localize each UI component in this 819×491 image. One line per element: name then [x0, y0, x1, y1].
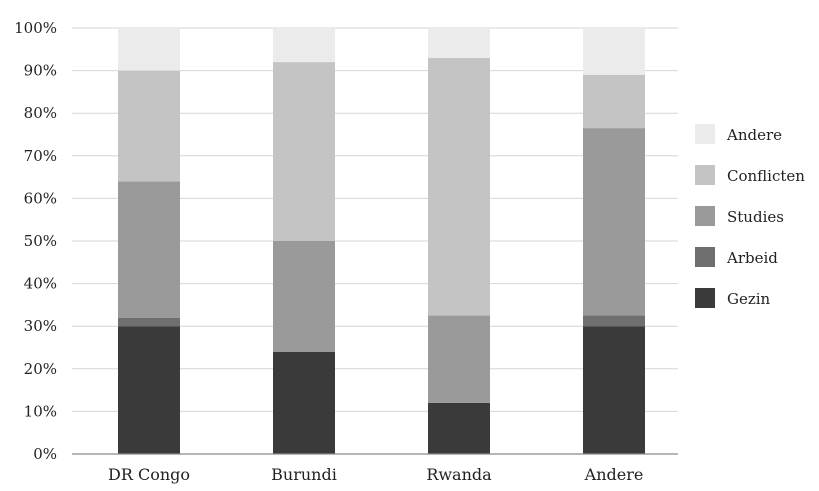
bar-segment-andere-dr-congo	[118, 28, 180, 71]
legend-swatch-andere	[695, 124, 715, 144]
y-tick-label: 60%	[24, 189, 57, 207]
y-tick-label: 10%	[24, 402, 57, 420]
legend-swatch-arbeid	[695, 247, 715, 267]
legend-swatch-conflicten	[695, 165, 715, 185]
bar-segment-gezin-andere	[583, 326, 645, 454]
legend-label-studies: Studies	[727, 208, 784, 226]
y-tick-label: 40%	[24, 275, 57, 293]
legend-swatch-gezin	[695, 288, 715, 308]
bar-segment-conflicten-rwanda	[428, 57, 490, 316]
bar-segment-studies-burundi	[273, 241, 335, 352]
bar-segment-studies-dr-congo	[118, 181, 180, 318]
bar-segment-conflicten-burundi	[273, 62, 335, 241]
y-tick-label: 20%	[24, 360, 57, 378]
bar-segment-gezin-burundi	[273, 351, 335, 454]
bar-segment-conflicten-dr-congo	[118, 70, 180, 182]
legend: Andere Conflicten Studies Arbeid Gezin	[695, 124, 805, 308]
bar-segment-andere-andere	[583, 28, 645, 75]
bar-segment-gezin-dr-congo	[118, 326, 180, 454]
legend-label-arbeid: Arbeid	[726, 249, 778, 267]
y-tick-label: 100%	[14, 19, 57, 37]
y-tick-label: 70%	[24, 147, 57, 165]
x-tick-label: Andere	[584, 465, 644, 484]
bar-segment-studies-andere	[583, 128, 645, 316]
bar-segment-arbeid-andere	[583, 315, 645, 327]
legend-label-andere: Andere	[726, 126, 782, 144]
bar-segment-conflicten-andere	[583, 74, 645, 129]
y-tick-label: 50%	[24, 232, 57, 250]
y-tick-label: 80%	[24, 104, 57, 122]
y-tick-label: 30%	[24, 317, 57, 335]
legend-label-gezin: Gezin	[727, 290, 771, 308]
bar-segment-andere-rwanda	[428, 28, 490, 58]
bar-segment-studies-rwanda	[428, 315, 490, 403]
legend-swatch-studies	[695, 206, 715, 226]
x-tick-label: Burundi	[271, 465, 337, 484]
bar-segment-arbeid-dr-congo	[118, 317, 180, 327]
x-tick-label: Rwanda	[426, 465, 492, 484]
y-tick-label: 90%	[24, 62, 57, 80]
axes-group: 0% 10% 20% 30% 40% 50% 60% 70% 80% 90% 100% DR Cong…	[14, 19, 678, 484]
y-tick-label: 0%	[33, 445, 57, 463]
bars-group	[118, 28, 645, 454]
x-tick-label: DR Congo	[108, 465, 190, 484]
bar-segment-gezin-rwanda	[428, 402, 490, 454]
legend-label-conflicten: Conflicten	[727, 167, 805, 185]
bar-segment-andere-burundi	[273, 28, 335, 63]
